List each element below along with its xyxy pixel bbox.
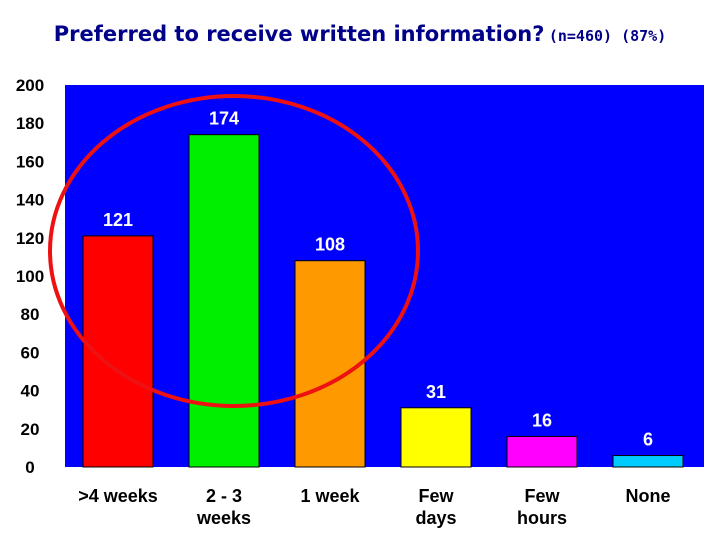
data-label: 108 — [315, 235, 345, 255]
data-labels: 121 174 108 31 16 6 — [103, 109, 653, 450]
data-label: 31 — [426, 382, 446, 402]
data-label: 6 — [643, 430, 653, 450]
x-tick-label: 1 week — [300, 486, 360, 506]
bar — [612, 455, 684, 468]
bar — [506, 435, 578, 468]
y-tick-label: 160 — [16, 152, 44, 171]
y-tick-label: 120 — [16, 229, 44, 248]
data-label: 121 — [103, 210, 133, 230]
y-tick-label: 40 — [21, 382, 40, 401]
data-label: 16 — [532, 410, 552, 430]
plot-area — [65, 85, 704, 467]
y-tick-label: 60 — [21, 343, 40, 362]
x-tick-label: Few days — [415, 486, 456, 528]
y-tick-label: 180 — [16, 114, 44, 133]
highlight-circle — [48, 94, 420, 408]
x-tick-label: Few hours — [517, 486, 567, 528]
x-tick-label: None — [626, 486, 671, 506]
data-label: 174 — [209, 109, 239, 129]
chart-title-text: Preferred to receive written information… — [53, 22, 545, 46]
chart-title: Preferred to receive written information… — [0, 22, 720, 46]
y-tick-label: 140 — [16, 191, 44, 210]
x-axis: >4 weeks 2 - 3 weeks 1 week Few days Few hours N… — [78, 486, 670, 528]
bar — [188, 134, 260, 468]
bar — [294, 260, 366, 468]
x-tick-label: >4 weeks — [78, 486, 158, 506]
chart-subtitle: (n=460) (87%) — [548, 27, 667, 45]
y-tick-label: 200 — [16, 76, 44, 95]
y-axis: 0 20 40 60 80 100 120 140 160 180 200 — [16, 76, 44, 477]
y-tick-label: 0 — [25, 458, 34, 477]
x-tick-label: 2 - 3 weeks — [196, 486, 251, 528]
y-tick-label: 20 — [21, 420, 40, 439]
y-tick-label: 80 — [21, 305, 40, 324]
bar — [400, 407, 472, 468]
y-tick-label: 100 — [16, 267, 44, 286]
